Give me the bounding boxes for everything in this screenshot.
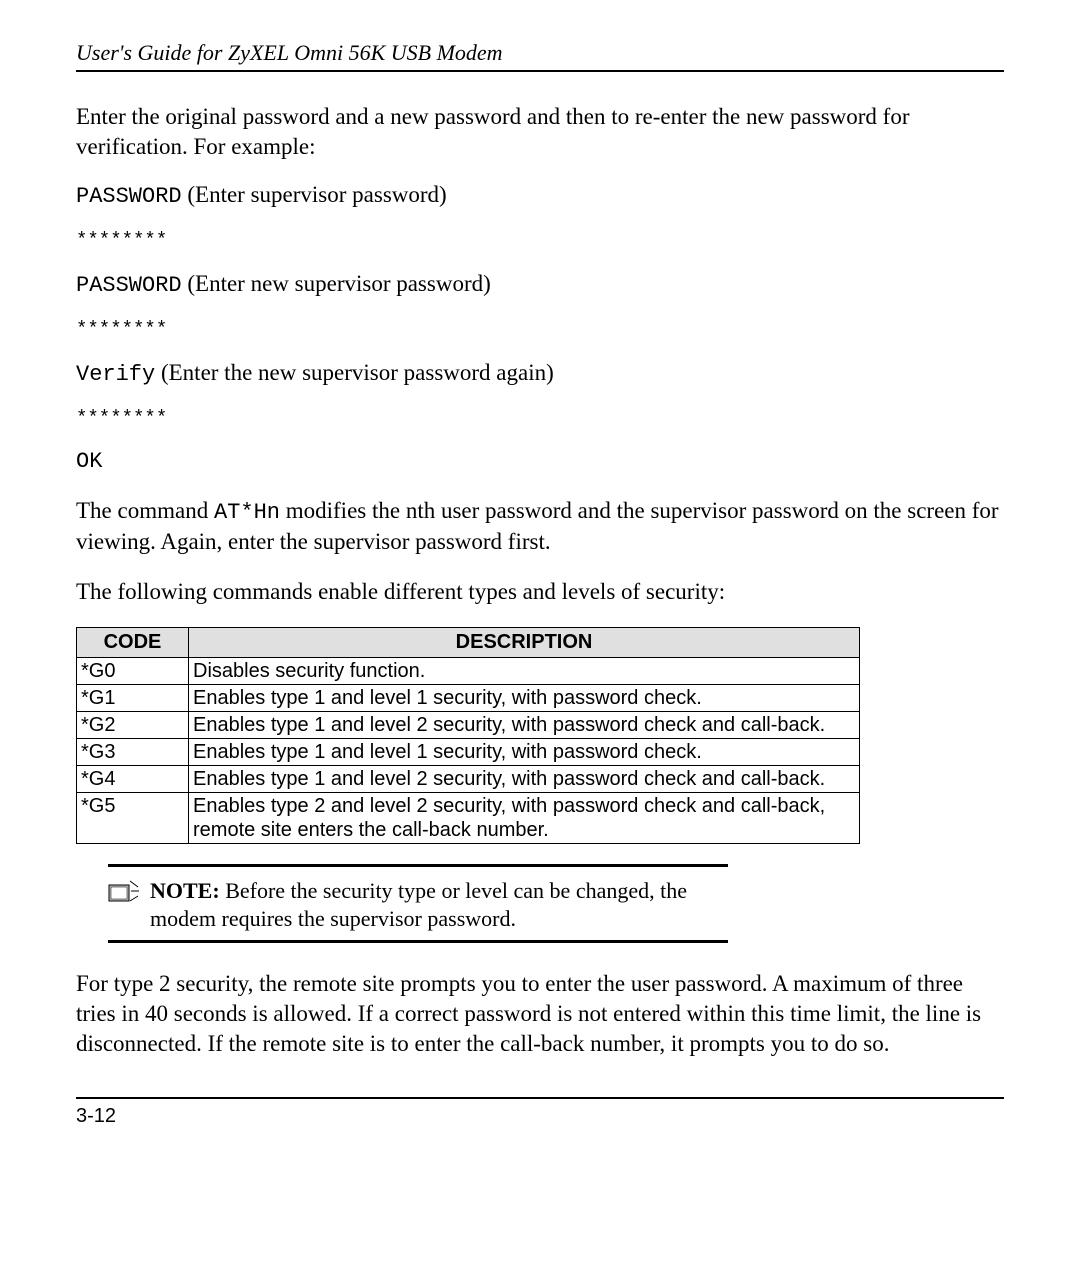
table-header-code: CODE <box>77 628 189 658</box>
table-intro-paragraph: The following commands enable different … <box>76 577 1004 607</box>
prompt-text: (Enter new supervisor password) <box>182 271 491 296</box>
intro-paragraph: Enter the original password and a new pa… <box>76 102 1004 162</box>
note-block: NOTE: Before the security type or level … <box>108 864 728 943</box>
security-commands-table: CODE DESCRIPTION *G0 Disables security f… <box>76 627 860 844</box>
footer: 3-12 <box>76 1097 1004 1128</box>
desc-cell: Enables type 2 and level 2 security, wit… <box>189 793 860 844</box>
password-prompt-1: PASSWORD (Enter supervisor password) <box>76 182 1004 209</box>
note-text: NOTE: Before the security type or level … <box>150 877 728 932</box>
page-header: User's Guide for ZyXEL Omni 56K USB Mode… <box>76 40 1004 72</box>
desc-cell: Enables type 1 and level 1 security, wit… <box>189 685 860 712</box>
asterisks-line: ******** <box>76 318 1004 340</box>
prompt-text: (Enter supervisor password) <box>182 182 447 207</box>
page-number: 3-12 <box>76 1105 116 1127</box>
text-span: The command <box>76 498 214 523</box>
desc-cell: Disables security function. <box>189 658 860 685</box>
table-row: *G2 Enables type 1 and level 2 security,… <box>77 712 860 739</box>
note-icon <box>108 879 140 912</box>
code-cell: *G4 <box>77 766 189 793</box>
ok-line: OK <box>76 449 1004 474</box>
password-prompt-2: PASSWORD (Enter new supervisor password) <box>76 271 1004 298</box>
table-row: *G3 Enables type 1 and level 1 security,… <box>77 739 860 766</box>
table-row: *G4 Enables type 1 and level 2 security,… <box>77 766 860 793</box>
note-body: Before the security type or level can be… <box>150 878 687 931</box>
code-text: AT*Hn <box>214 500 280 525</box>
code-text: PASSWORD <box>76 273 182 298</box>
code-text: PASSWORD <box>76 184 182 209</box>
asterisks-line: ******** <box>76 229 1004 251</box>
code-cell: *G2 <box>77 712 189 739</box>
prompt-text: (Enter the new supervisor password again… <box>155 360 554 385</box>
closing-paragraph: For type 2 security, the remote site pro… <box>76 969 1004 1059</box>
table-row: *G1 Enables type 1 and level 1 security,… <box>77 685 860 712</box>
desc-cell: Enables type 1 and level 2 security, wit… <box>189 712 860 739</box>
table-row: *G5 Enables type 2 and level 2 security,… <box>77 793 860 844</box>
command-paragraph: The command AT*Hn modifies the nth user … <box>76 496 1004 557</box>
table-row: *G0 Disables security function. <box>77 658 860 685</box>
desc-cell: Enables type 1 and level 1 security, wit… <box>189 739 860 766</box>
desc-cell: Enables type 1 and level 2 security, wit… <box>189 766 860 793</box>
note-label: NOTE: <box>150 878 220 903</box>
table-header-description: DESCRIPTION <box>189 628 860 658</box>
code-cell: *G5 <box>77 793 189 844</box>
verify-prompt: Verify (Enter the new supervisor passwor… <box>76 360 1004 387</box>
code-cell: *G0 <box>77 658 189 685</box>
code-cell: *G3 <box>77 739 189 766</box>
code-text: Verify <box>76 362 155 387</box>
asterisks-line: ******** <box>76 407 1004 429</box>
code-cell: *G1 <box>77 685 189 712</box>
